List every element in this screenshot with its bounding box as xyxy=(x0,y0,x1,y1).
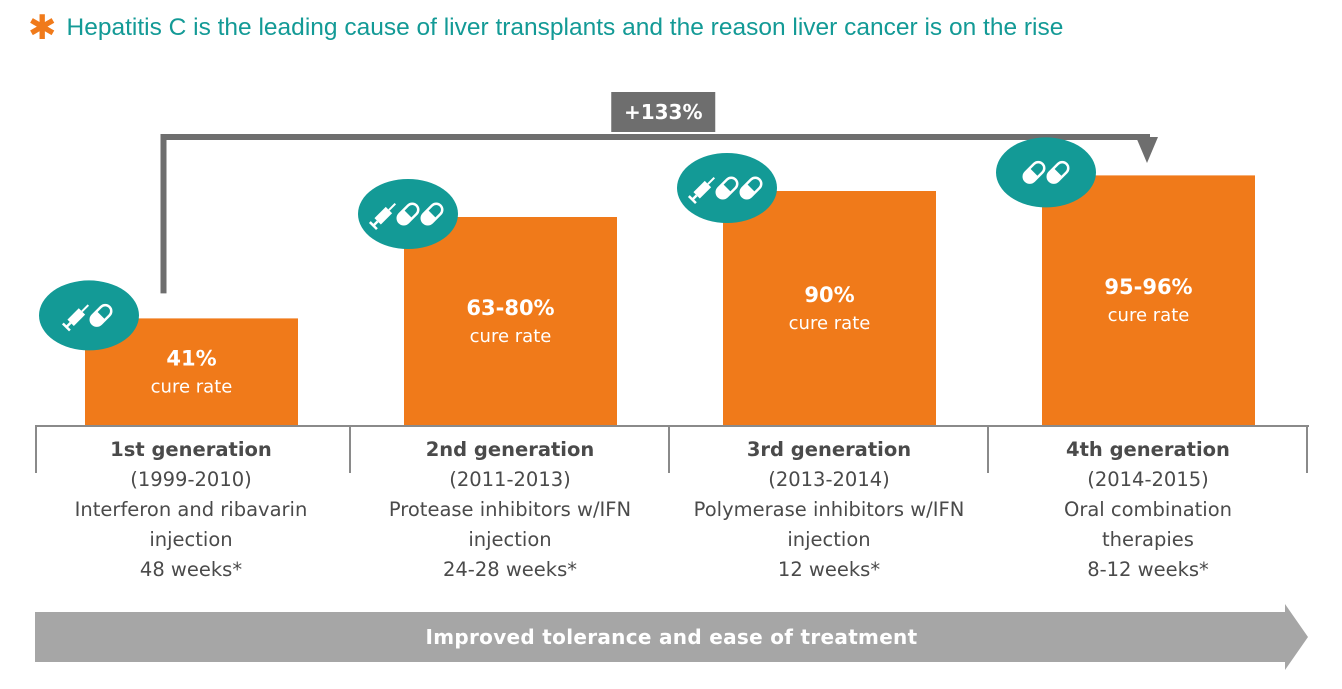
icon-badge xyxy=(39,280,139,351)
bar xyxy=(1042,175,1255,425)
generation-years: (2014-2015) xyxy=(1087,468,1209,491)
syringe-two-pills-icon xyxy=(677,153,777,223)
divider xyxy=(349,425,351,473)
bar-value-label: 90% xyxy=(804,283,854,307)
divider xyxy=(987,425,989,473)
generation-column-1: 1st generation (1999-2010) Interferon an… xyxy=(41,435,341,585)
icon-badge xyxy=(358,179,458,249)
bar-chart: 41% cure rate 63-80% cure rate 90% cure rate 9… xyxy=(39,92,1255,425)
bar xyxy=(723,191,936,425)
syringe-icon xyxy=(368,202,397,231)
pill-icon xyxy=(89,303,113,327)
bar-sublabel: cure rate xyxy=(1108,305,1190,326)
two-pills-icon xyxy=(996,137,1096,208)
pill-icon xyxy=(1046,160,1070,184)
syringe-two-pills-icon xyxy=(358,179,458,249)
generation-duration: 12 weeks* xyxy=(777,558,881,581)
generation-treatment: Interferon and ribavarin xyxy=(74,498,308,521)
annotation-label: +133% xyxy=(624,100,703,124)
divider xyxy=(35,425,37,473)
bar xyxy=(404,217,617,425)
tolerance-arrow: Improved tolerance and ease of treatment xyxy=(35,604,1308,670)
pill-icon xyxy=(715,176,739,200)
annotation-box xyxy=(611,92,716,132)
divider xyxy=(668,425,670,473)
bar-value-label: 63-80% xyxy=(466,296,554,320)
pill-icon xyxy=(420,202,444,226)
chart-title: ✱ Hepatitis C is the leading cause of li… xyxy=(28,8,1328,48)
generation-title: 1st generation xyxy=(110,438,272,461)
title-text: Hepatitis C is the leading cause of live… xyxy=(66,14,1064,41)
arrow-label: Improved tolerance and ease of treatment xyxy=(425,625,918,649)
generation-duration: 48 weeks* xyxy=(139,558,243,581)
syringe-icon xyxy=(61,304,90,332)
icon-badge xyxy=(996,137,1096,208)
generation-years: (1999-2010) xyxy=(130,468,252,491)
generation-column-2: 2nd generation (2011-2013) Protease inhi… xyxy=(360,435,660,585)
generation-title: 3rd generation xyxy=(746,438,912,461)
pill-icon xyxy=(396,202,420,226)
generation-treatment: Polymerase inhibitors w/IFN xyxy=(693,498,965,521)
baseline xyxy=(35,425,1309,427)
syringe-pill-icon xyxy=(39,280,139,351)
bar-value-label: 95-96% xyxy=(1104,275,1192,299)
generation-title: 2nd generation xyxy=(425,438,595,461)
generation-duration: 8-12 weeks* xyxy=(1087,558,1209,581)
bar-sublabel: cure rate xyxy=(470,326,552,347)
generation-duration: 24-28 weeks* xyxy=(442,558,577,581)
asterisk-icon: ✱ xyxy=(28,8,57,48)
generation-years: (2011-2013) xyxy=(449,468,571,491)
generation-treatment-type: injection xyxy=(787,528,871,551)
bracket-arrowhead xyxy=(1136,137,1158,163)
generation-column-3: 3rd generation (2013-2014) Polymerase in… xyxy=(679,435,979,585)
divider xyxy=(1306,425,1308,473)
generation-treatment: Protease inhibitors w/IFN xyxy=(388,498,632,521)
generation-treatment: Oral combination xyxy=(1063,498,1233,521)
bar-sublabel: cure rate xyxy=(151,377,233,398)
arrow-shape xyxy=(35,604,1308,670)
syringe-icon xyxy=(687,176,716,205)
generation-treatment-type: therapies xyxy=(1102,528,1194,551)
pill-icon xyxy=(1022,160,1046,184)
bar-sublabel: cure rate xyxy=(789,313,871,334)
generation-column-4: 4th generation (2014-2015) Oral combinat… xyxy=(998,435,1298,585)
generation-treatment-type: injection xyxy=(149,528,233,551)
generation-title: 4th generation xyxy=(1066,438,1230,461)
generation-treatment-type: injection xyxy=(468,528,552,551)
pill-icon xyxy=(739,176,763,200)
bar-value-label: 41% xyxy=(166,347,216,371)
generation-years: (2013-2014) xyxy=(768,468,890,491)
